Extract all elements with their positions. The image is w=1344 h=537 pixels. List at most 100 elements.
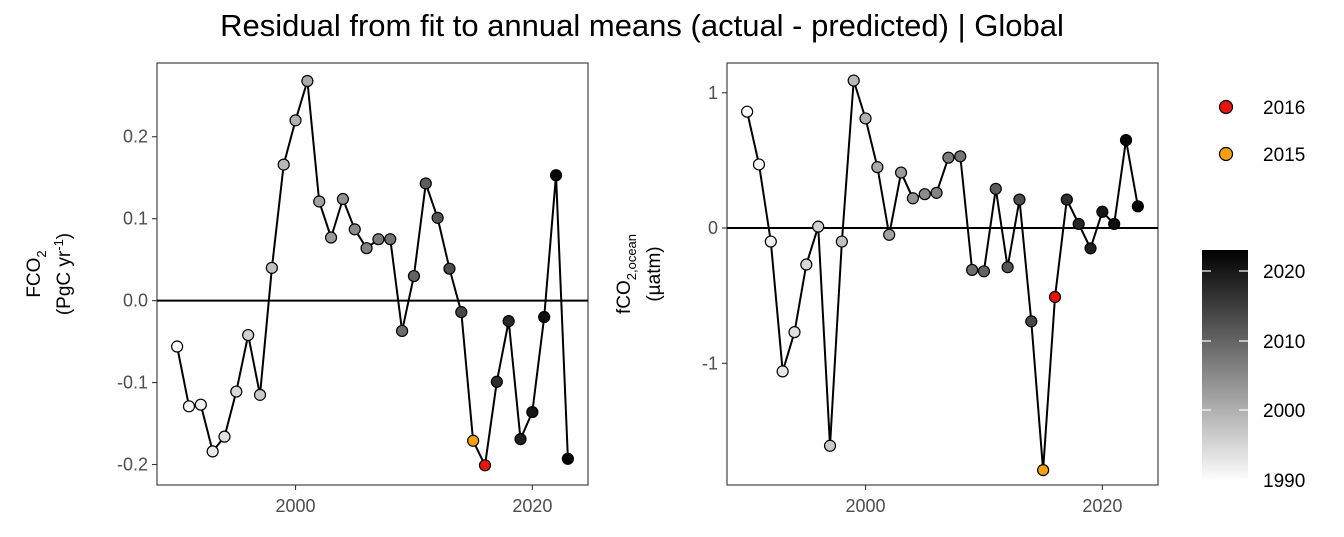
- left-point-2006: [360, 242, 373, 255]
- right-point-1995: [800, 258, 813, 271]
- colorbar-label-1990: 1990: [1263, 471, 1305, 492]
- right-point-2013: [1013, 193, 1026, 206]
- year-colorbar: [1202, 250, 1248, 482]
- left-y-tick-label: 0.1: [123, 209, 148, 229]
- right-point-1992: [764, 235, 777, 248]
- right-x-tick-label: 2000: [846, 496, 886, 516]
- right-plot-frame: [726, 62, 1159, 486]
- right-series-line: [746, 79, 1139, 472]
- left-plot-frame: [156, 62, 589, 486]
- right-point-2004: [906, 192, 919, 205]
- left-point-1999: [277, 158, 290, 171]
- left-y-tick-label: 0.0: [123, 291, 148, 311]
- left-point-2013: [443, 262, 456, 275]
- right-point-2000: [859, 112, 872, 125]
- left-point-2019: [514, 433, 527, 446]
- right-point-2022: [1119, 133, 1133, 147]
- left-point-2005: [348, 223, 361, 236]
- left-point-1996: [242, 328, 255, 342]
- left-point-2023: [561, 452, 574, 465]
- right-point-2021: [1108, 217, 1121, 231]
- left-point-2007: [372, 233, 385, 246]
- colorbar-label-2000: 2000: [1263, 401, 1305, 422]
- right-point-2007: [942, 151, 955, 164]
- left-point-2004: [336, 192, 349, 206]
- right-point-2015: [1037, 464, 1050, 477]
- legend-label-2016: 2016: [1263, 98, 1305, 119]
- right-point-1997: [823, 439, 837, 452]
- left-x-tick-label: 2020: [512, 496, 552, 516]
- left-point-1991: [182, 400, 196, 413]
- right-point-1993: [776, 365, 789, 378]
- right-point-2009: [966, 263, 979, 277]
- left-point-1997: [253, 388, 267, 401]
- colorbar-label-2020: 2020: [1263, 262, 1305, 283]
- right-point-2011: [989, 182, 1002, 195]
- left-point-1998: [265, 261, 278, 274]
- left-y-tick-label: -0.1: [117, 373, 148, 393]
- right-point-2005: [918, 188, 931, 201]
- left-point-2000: [289, 114, 302, 127]
- left-point-2009: [396, 324, 409, 338]
- left-point-2018: [502, 315, 515, 328]
- right-point-2006: [930, 186, 943, 199]
- right-x-tick-label: 2020: [1082, 496, 1122, 516]
- right-point-2017: [1060, 193, 1073, 206]
- legend-marker-2016: [1218, 99, 1234, 115]
- legend-label-2015: 2015: [1263, 145, 1305, 166]
- colorbar-label-2010: 2010: [1263, 332, 1305, 353]
- left-point-2010: [407, 269, 421, 283]
- left-point-2001: [301, 74, 314, 88]
- right-point-2023: [1131, 200, 1144, 213]
- right-point-2018: [1072, 217, 1085, 231]
- right-point-2002: [883, 228, 896, 241]
- right-point-2019: [1084, 242, 1097, 255]
- right-point-1999: [847, 74, 860, 87]
- colorbar-ticks: [1202, 270, 1248, 481]
- legend-marker-2015: [1218, 146, 1234, 162]
- left-point-2020: [526, 405, 539, 419]
- left-point-2003: [324, 231, 338, 244]
- right-point-2010: [977, 265, 991, 278]
- left-point-1994: [218, 430, 231, 443]
- left-point-1995: [230, 385, 243, 398]
- left-y-tick-label: 0.2: [123, 127, 148, 147]
- left-point-2011: [419, 177, 432, 190]
- left-point-2012: [431, 211, 444, 224]
- right-point-2016: [1048, 290, 1062, 304]
- left-series-line: [176, 80, 569, 467]
- left-point-2015: [467, 434, 480, 447]
- left-point-2022: [549, 169, 563, 182]
- left-y-tick-label: -0.2: [117, 455, 148, 475]
- right-point-1990: [741, 105, 754, 118]
- right-y-tick-label: -1: [702, 353, 718, 373]
- left-point-1992: [194, 398, 207, 411]
- right-point-2012: [1001, 261, 1014, 274]
- right-y-tick-label: 1: [708, 83, 718, 103]
- right-y-tick-label: 0: [708, 218, 718, 238]
- chart-title: Residual from fit to annual means (actua…: [220, 8, 1064, 43]
- left-y-axis-title: FCO2: [24, 250, 49, 297]
- left-point-1990: [171, 340, 184, 353]
- right-point-2014: [1025, 315, 1038, 328]
- right-point-2001: [871, 161, 884, 174]
- left-point-2002: [313, 195, 326, 208]
- right-point-1994: [788, 326, 801, 339]
- right-point-2020: [1096, 205, 1109, 218]
- right-point-1996: [812, 220, 825, 233]
- left-point-1993: [206, 445, 219, 458]
- left-point-2014: [455, 306, 468, 319]
- left-point-2021: [538, 310, 551, 324]
- right-point-1998: [835, 235, 848, 248]
- right-point-2008: [954, 150, 967, 163]
- right-point-2003: [894, 166, 908, 179]
- left-point-2017: [490, 375, 503, 388]
- left-point-2008: [384, 233, 397, 246]
- right-y-axis-units: (µatm): [644, 246, 665, 301]
- right-point-1991: [752, 158, 766, 171]
- left-point-2016: [478, 459, 492, 472]
- right-y-axis-title: fCO2,ocean: [614, 234, 639, 314]
